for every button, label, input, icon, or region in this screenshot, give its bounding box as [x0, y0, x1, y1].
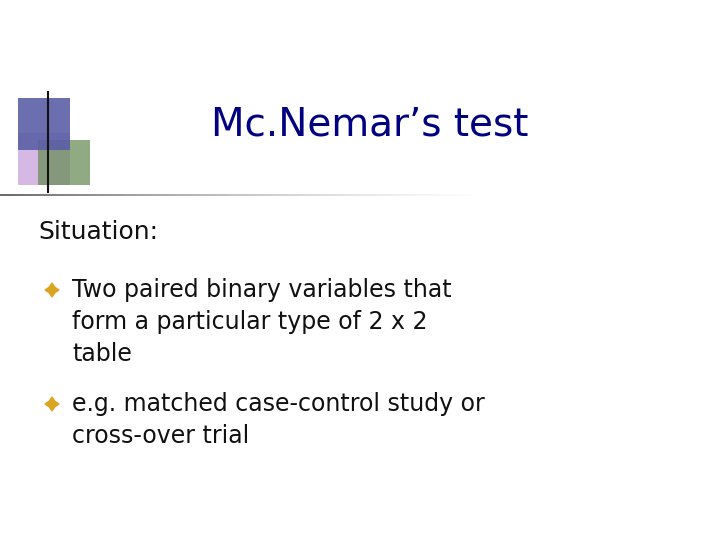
Polygon shape — [45, 283, 59, 297]
Bar — [18, 98, 70, 150]
Text: Two paired binary variables that: Two paired binary variables that — [72, 278, 451, 302]
Text: e.g. matched case-control study or: e.g. matched case-control study or — [72, 392, 485, 416]
Text: cross-over trial: cross-over trial — [72, 424, 249, 448]
Text: Situation:: Situation: — [38, 220, 158, 244]
Bar — [38, 140, 90, 185]
Text: Mc.Nemar’s test: Mc.Nemar’s test — [211, 106, 528, 144]
Polygon shape — [45, 397, 59, 411]
Text: table: table — [72, 342, 132, 366]
Text: form a particular type of 2 x 2: form a particular type of 2 x 2 — [72, 310, 428, 334]
Bar — [18, 133, 70, 185]
